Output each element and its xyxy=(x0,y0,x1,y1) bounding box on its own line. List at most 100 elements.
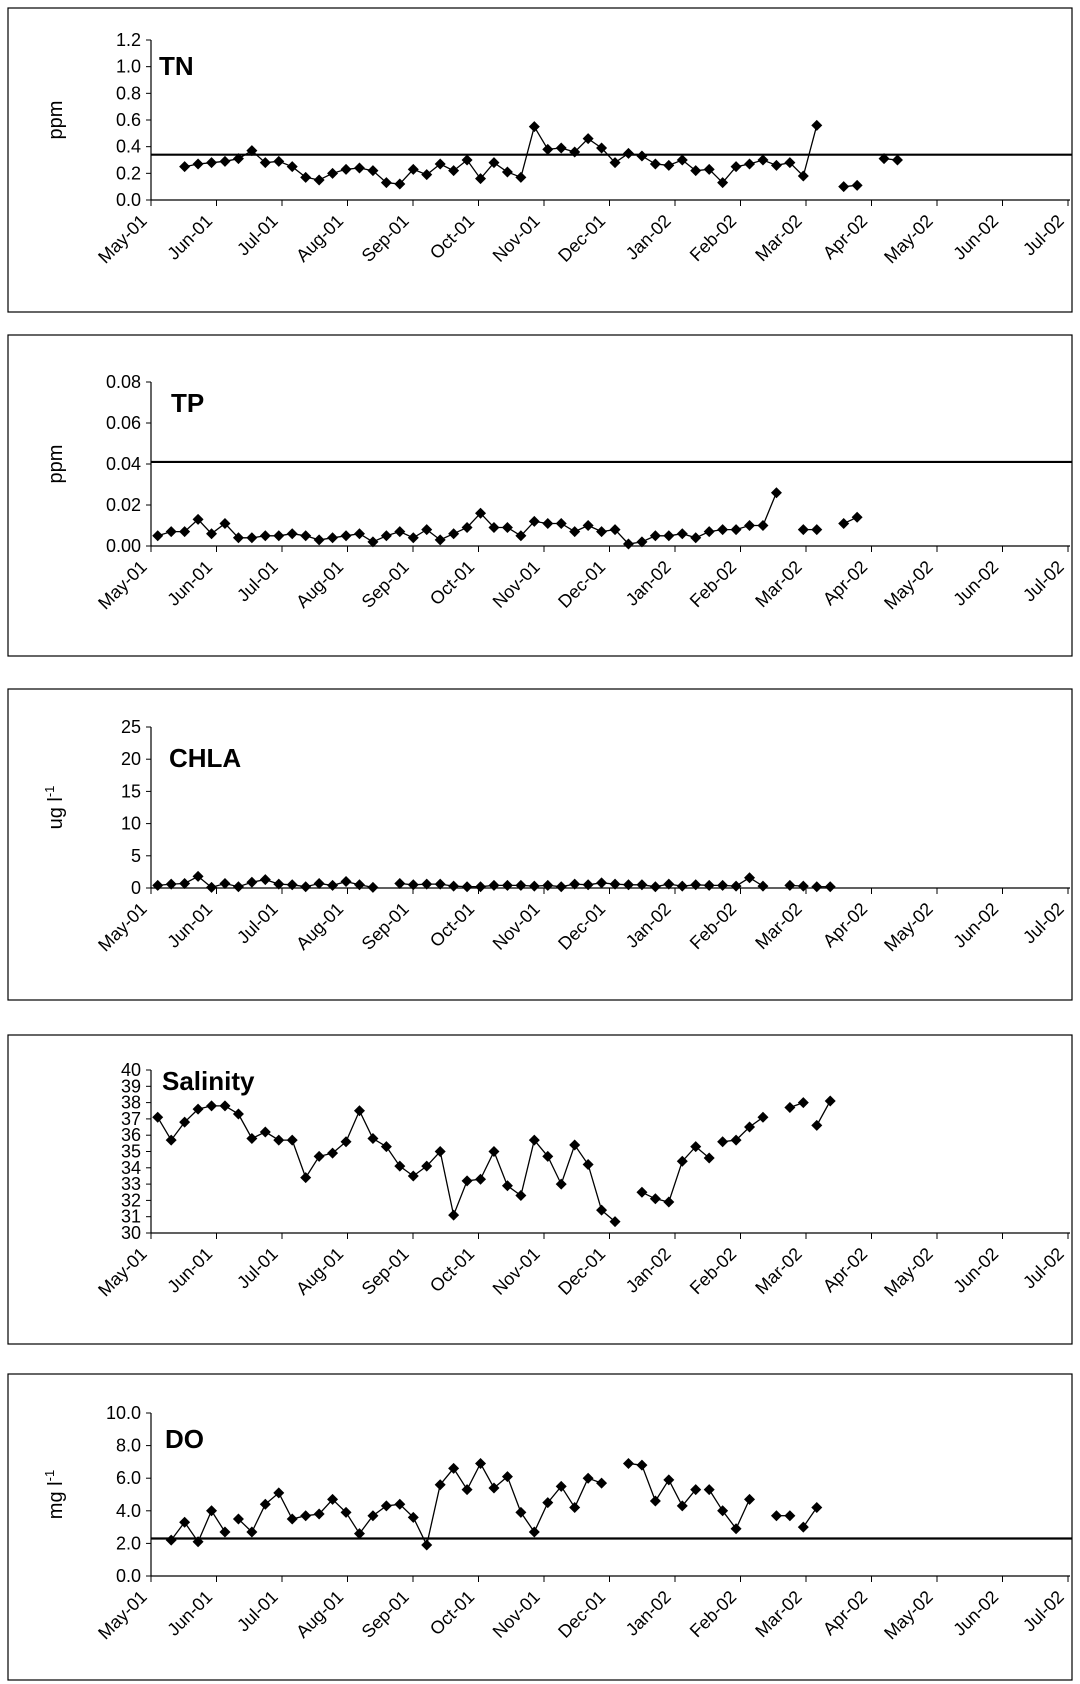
data-point xyxy=(811,1502,823,1514)
data-point xyxy=(717,1136,729,1148)
data-point xyxy=(434,158,446,170)
data-point xyxy=(179,1116,191,1128)
y-axis-label: ug l-1 xyxy=(42,786,67,830)
data-point xyxy=(380,1500,392,1512)
data-point xyxy=(622,147,634,159)
data-point xyxy=(784,157,796,169)
data-point xyxy=(891,154,903,166)
data-point xyxy=(555,142,567,154)
y-tick-label: 0.2 xyxy=(116,163,141,183)
data-point xyxy=(327,1493,339,1505)
y-tick-label: 2.0 xyxy=(116,1533,141,1553)
chart-frame xyxy=(7,688,1073,1001)
data-point xyxy=(636,150,648,162)
series-line xyxy=(237,1462,602,1547)
data-point xyxy=(690,1141,702,1153)
data-point xyxy=(649,1193,661,1205)
data-point xyxy=(434,534,446,546)
y-tick-label: 33 xyxy=(121,1174,141,1194)
chart-frame xyxy=(7,1373,1073,1681)
data-point xyxy=(421,1160,433,1172)
data-point xyxy=(555,1178,567,1190)
data-point xyxy=(797,1097,809,1109)
data-point xyxy=(380,177,392,189)
y-tick-label: 15 xyxy=(121,781,141,801)
y-tick-label: 25 xyxy=(121,717,141,737)
y-tick-label: 0.06 xyxy=(106,413,141,433)
data-point xyxy=(501,166,513,178)
y-tick-label: 0.00 xyxy=(106,536,141,556)
data-point xyxy=(757,154,769,166)
data-point xyxy=(851,511,863,523)
data-point xyxy=(475,1458,487,1470)
data-point xyxy=(690,879,702,891)
data-point xyxy=(609,878,621,890)
data-point xyxy=(811,524,823,536)
data-point xyxy=(448,1209,460,1221)
data-point xyxy=(421,524,433,536)
y-tick-label: 0.0 xyxy=(116,1566,141,1586)
data-point xyxy=(448,880,460,892)
data-point xyxy=(246,145,258,157)
y-tick-label: 34 xyxy=(121,1158,141,1178)
y-tick-label: 0.0 xyxy=(116,190,141,210)
data-point xyxy=(488,1482,500,1494)
y-tick-label: 0 xyxy=(131,878,141,898)
data-point xyxy=(663,878,675,890)
data-point xyxy=(649,1495,661,1507)
data-point xyxy=(165,878,177,890)
y-tick-label: 4.0 xyxy=(116,1501,141,1521)
data-point xyxy=(555,881,567,893)
data-point xyxy=(367,881,379,893)
data-point xyxy=(206,528,218,540)
data-point xyxy=(528,1526,540,1538)
data-point xyxy=(421,169,433,181)
data-point xyxy=(622,879,634,891)
data-point xyxy=(475,881,487,893)
data-point xyxy=(313,877,325,889)
data-point xyxy=(327,1147,339,1159)
data-point xyxy=(596,142,608,154)
data-point xyxy=(367,1132,379,1144)
data-point xyxy=(730,1523,742,1535)
data-point xyxy=(273,1134,285,1146)
data-point xyxy=(730,1134,742,1146)
data-point xyxy=(703,163,715,175)
data-point xyxy=(501,1180,513,1192)
data-point xyxy=(340,876,352,888)
data-point xyxy=(421,878,433,890)
data-point xyxy=(649,881,661,893)
data-point xyxy=(797,170,809,182)
data-point xyxy=(636,1186,648,1198)
data-point xyxy=(179,526,191,538)
chart-frame xyxy=(7,334,1073,657)
data-point xyxy=(407,532,419,544)
data-point xyxy=(784,879,796,891)
data-point xyxy=(663,530,675,542)
y-axis-label: ppm xyxy=(45,445,67,484)
data-point xyxy=(515,1190,527,1202)
data-point xyxy=(192,513,204,525)
y-tick-label: 6.0 xyxy=(116,1468,141,1488)
data-point xyxy=(744,520,756,531)
y-tick-label: 38 xyxy=(121,1093,141,1113)
data-point xyxy=(152,1111,164,1123)
data-point xyxy=(206,881,218,893)
data-point xyxy=(824,1095,836,1107)
data-point xyxy=(394,178,406,190)
data-point xyxy=(219,517,231,529)
data-point xyxy=(663,159,675,171)
data-point xyxy=(246,1132,258,1144)
y-tick-label: 10.0 xyxy=(106,1403,141,1423)
data-point xyxy=(501,522,513,534)
data-point xyxy=(232,1513,244,1525)
data-point xyxy=(475,507,487,519)
data-point xyxy=(461,522,473,534)
data-point xyxy=(340,530,352,542)
chart-title: CHLA xyxy=(169,743,241,773)
y-tick-label: 35 xyxy=(121,1142,141,1162)
data-point xyxy=(273,155,285,167)
chart-title: Salinity xyxy=(162,1066,255,1096)
